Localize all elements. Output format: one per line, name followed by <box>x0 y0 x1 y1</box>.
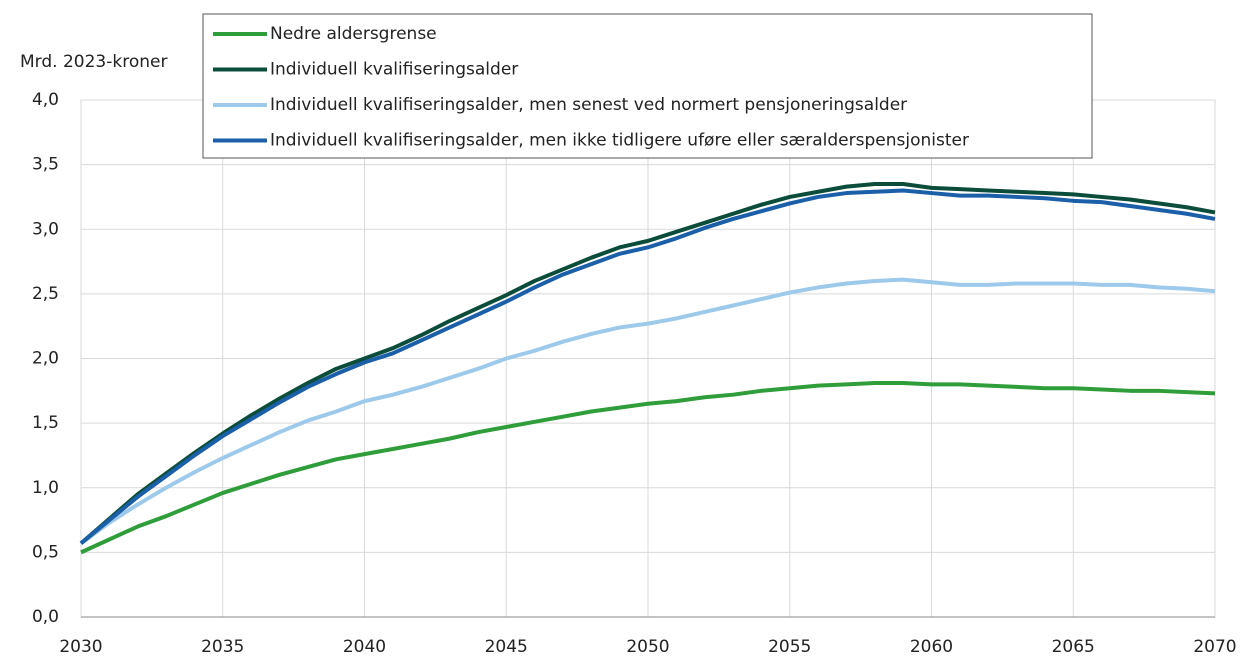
y-tick-label: 1,5 <box>32 413 59 433</box>
y-tick-label: 0,0 <box>32 607 59 627</box>
series-line <box>79 277 1216 545</box>
y-tick-label: 3,5 <box>32 155 59 175</box>
x-tick-label: 2040 <box>343 637 386 657</box>
y-tick-label: 4,0 <box>32 90 59 110</box>
y-tick-label: 2,0 <box>32 349 59 369</box>
legend-label: Individuell kvalifiseringsalder, men sen… <box>270 95 907 115</box>
y-tick-label: 0,5 <box>32 542 59 562</box>
x-tick-label: 2050 <box>626 637 669 657</box>
x-tick-label: 2060 <box>910 637 953 657</box>
y-tick-label: 2,5 <box>32 284 59 304</box>
legend-box <box>202 13 1093 159</box>
y-axis-label: Mrd. 2023-kroner <box>20 52 167 72</box>
x-tick-label: 2035 <box>201 637 244 657</box>
series-line <box>80 381 1216 555</box>
x-tick-label: 2045 <box>485 637 528 657</box>
series-line <box>79 188 1216 545</box>
legend-label: Individuell kvalifiseringsalder <box>270 60 518 80</box>
x-tick-label: 2065 <box>1052 637 1095 657</box>
x-tick-label: 2070 <box>1193 637 1236 657</box>
x-tick-label: 2030 <box>59 637 102 657</box>
x-tick-label: 2055 <box>768 637 811 657</box>
y-tick-label: 1,0 <box>32 478 59 498</box>
y-tick-label: 3,0 <box>32 219 59 239</box>
legend-label: Nedre aldersgrense <box>270 24 437 44</box>
legend-label: Individuell kvalifiseringsalder, men ikk… <box>270 131 969 151</box>
series-line <box>79 182 1216 545</box>
